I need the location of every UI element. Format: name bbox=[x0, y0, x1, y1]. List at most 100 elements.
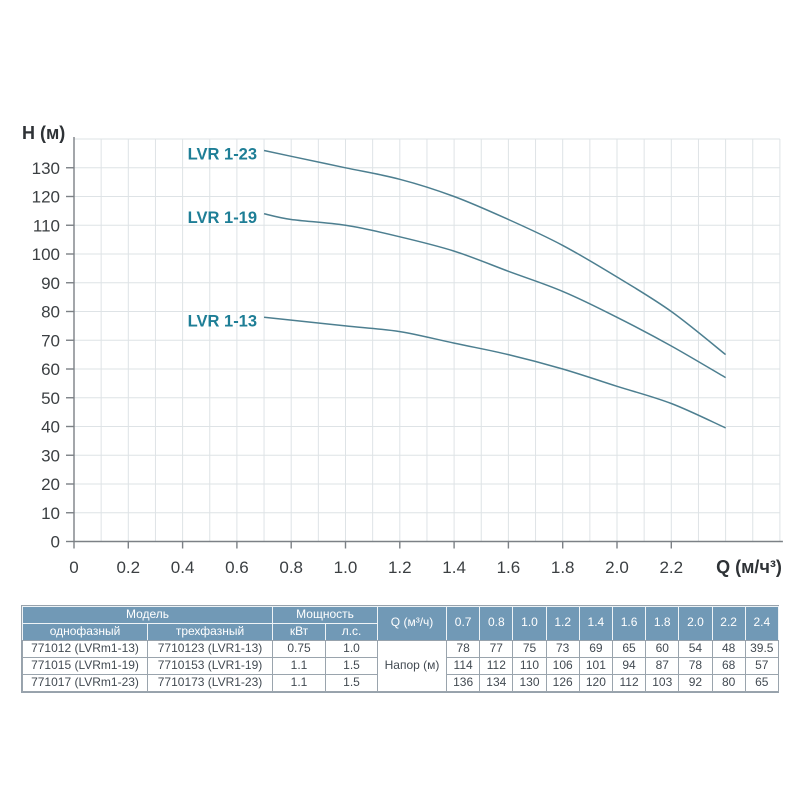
y-tick-label: 70 bbox=[41, 331, 60, 350]
x-tick-label: 1.2 bbox=[388, 558, 412, 577]
header-hp: л.с. bbox=[325, 622, 379, 641]
cell-head-value: 114 bbox=[446, 656, 481, 675]
header-row-subgroups: однофазный трехфазный кВт л.с. bbox=[22, 622, 779, 641]
header-row-groups: Модель Мощность Q (м³/ч) 0.7 0.8 1.0 1.2 1.4 1.6… bbox=[21, 606, 779, 641]
y-tick-label: 30 bbox=[41, 446, 60, 465]
x-tick-label: 1.8 bbox=[551, 558, 575, 577]
cell-head-value: 94 bbox=[611, 656, 647, 675]
cell-head-value: 48 bbox=[711, 639, 746, 658]
spec-table: Модель Мощность Q (м³/ч) 0.7 0.8 1.0 1.2 1.4 1.6… bbox=[21, 606, 779, 692]
cell-head-value: 92 bbox=[678, 673, 713, 692]
cell-head-value: 69 bbox=[578, 639, 613, 658]
y-tick-label: 50 bbox=[41, 389, 60, 408]
table-row: 771012 (LVRm1-13) 7710123 (LVR1-13) 0.75 1.… bbox=[22, 639, 779, 692]
header-flow-value: 1.8 bbox=[645, 606, 680, 641]
cell-three-phase: 7710173 (LVR1-23) bbox=[146, 673, 274, 692]
cell-hp: 1.0 bbox=[325, 639, 379, 658]
header-flow-value: 1.2 bbox=[545, 606, 580, 641]
y-tick-label: 120 bbox=[32, 188, 60, 207]
curve-label: LVR 1-19 bbox=[188, 209, 257, 227]
cell-single-phase: 771015 (LVRm1-19) bbox=[22, 656, 148, 675]
cell-head-value: 110 bbox=[512, 656, 547, 675]
x-tick-label: 0.2 bbox=[116, 558, 140, 577]
chart-grid bbox=[74, 138, 781, 542]
y-tick-label: 80 bbox=[41, 303, 60, 322]
cell-kw: 1.1 bbox=[272, 673, 327, 692]
x-axis-title: Q (м/ч³) bbox=[716, 557, 782, 577]
y-axis-title: H (м) bbox=[22, 123, 65, 143]
header-flow-value: 0.8 bbox=[479, 606, 514, 641]
y-tick-label: 20 bbox=[41, 475, 60, 494]
header-flow-value: 0.7 bbox=[446, 606, 481, 641]
cell-head-value: 120 bbox=[578, 673, 613, 692]
x-tick-label: 0.8 bbox=[279, 558, 303, 577]
header-flow-value: 2.0 bbox=[678, 606, 713, 641]
cell-head-value: 75 bbox=[512, 639, 547, 658]
y-tick-label: 90 bbox=[41, 274, 60, 293]
cell-head-value: 78 bbox=[446, 639, 481, 658]
curve-label: LVR 1-13 bbox=[188, 312, 257, 330]
cell-head-value: 112 bbox=[611, 673, 647, 692]
cell-head-value: 103 bbox=[645, 673, 680, 692]
cell-head-value: 80 bbox=[711, 673, 746, 692]
header-kw: кВт bbox=[272, 622, 327, 641]
cell-head-value: 65 bbox=[611, 639, 647, 658]
y-tick-label: 100 bbox=[32, 245, 60, 264]
header-three-phase: трехфазный bbox=[146, 622, 274, 641]
pump-curves-chart: 0 0.2 0.4 0.6 0.8 1.0 1.2 1.4 1.6 1.8 2.0 2.2 0 10 20 3… bbox=[22, 123, 783, 577]
spec-table-head: Модель Мощность Q (м³/ч) 0.7 0.8 1.0 1.2 1.4 1.6… bbox=[21, 606, 779, 641]
cell-single-phase: 771017 (LVRm1-23) bbox=[22, 673, 148, 692]
y-tick-label: 10 bbox=[41, 504, 60, 523]
x-tick-label: 0.4 bbox=[171, 558, 195, 577]
cell-head-value: 68 bbox=[711, 656, 746, 675]
header-model-group: Модель bbox=[21, 606, 274, 624]
cell-kw: 1.1 bbox=[272, 656, 327, 675]
y-tick-label: 60 bbox=[41, 360, 60, 379]
cell-head-value: 87 bbox=[645, 656, 680, 675]
cell-head-value: 78 bbox=[678, 656, 713, 675]
cell-head-value: 65 bbox=[744, 673, 779, 692]
x-tick-label: 0 bbox=[69, 558, 78, 577]
curve-lvr-1-23 bbox=[263, 149, 727, 356]
x-tick-label: 1.0 bbox=[334, 558, 358, 577]
cell-head-value: 106 bbox=[545, 656, 580, 675]
cell-head-value: 126 bbox=[545, 673, 580, 692]
cell-head-label: Напор (м) bbox=[377, 639, 448, 692]
spec-table-wrap: Модель Мощность Q (м³/ч) 0.7 0.8 1.0 1.2 1.4 1.6… bbox=[21, 605, 779, 693]
cell-three-phase: 7710123 (LVR1-13) bbox=[146, 639, 274, 658]
header-flow-value: 1.0 bbox=[512, 606, 547, 641]
table-row: 771017 (LVRm1-23) 7710173 (LVR1-23) 1.1 1.5… bbox=[22, 673, 779, 692]
cell-head-value: 136 bbox=[446, 673, 481, 692]
header-single-phase: однофазный bbox=[22, 622, 148, 641]
x-tick-label: 2.2 bbox=[659, 558, 683, 577]
y-tick-label: 40 bbox=[41, 418, 60, 437]
header-flow-value: 1.6 bbox=[611, 606, 647, 641]
x-tick-label: 0.6 bbox=[225, 558, 249, 577]
curve-label: LVR 1-23 bbox=[188, 146, 257, 164]
cell-three-phase: 7710153 (LVR1-19) bbox=[146, 656, 274, 675]
y-tick-label: 110 bbox=[33, 216, 60, 235]
curve-lvr-1-19 bbox=[263, 213, 726, 379]
x-tick-label: 2.0 bbox=[605, 558, 629, 577]
cell-head-value: 57 bbox=[744, 656, 779, 675]
spec-table-body: 771012 (LVRm1-13) 7710123 (LVR1-13) 0.75 1.… bbox=[22, 639, 779, 692]
cell-head-value: 54 bbox=[678, 639, 713, 658]
cell-head-value: 39.5 bbox=[744, 639, 779, 658]
tick-labels: 0 0.2 0.4 0.6 0.8 1.0 1.2 1.4 1.6 1.8 2.0 2.2 0 10 20 3… bbox=[32, 159, 683, 577]
header-flow: Q (м³/ч) bbox=[377, 606, 448, 641]
header-flow-value: 1.4 bbox=[578, 606, 613, 641]
header-flow-value: 2.2 bbox=[711, 606, 746, 641]
cell-head-value: 73 bbox=[545, 639, 580, 658]
x-tick-label: 1.6 bbox=[497, 558, 521, 577]
cell-head-value: 134 bbox=[479, 673, 514, 692]
curve-lvr-1-13 bbox=[263, 316, 726, 429]
header-flow-value: 2.4 bbox=[744, 606, 779, 641]
chart-axes bbox=[66, 137, 783, 549]
cell-head-value: 77 bbox=[479, 639, 514, 658]
cell-hp: 1.5 bbox=[325, 656, 379, 675]
cell-head-value: 60 bbox=[645, 639, 680, 658]
x-tick-label: 1.4 bbox=[442, 558, 466, 577]
cell-head-value: 112 bbox=[479, 656, 514, 675]
y-tick-label: 0 bbox=[51, 533, 60, 552]
